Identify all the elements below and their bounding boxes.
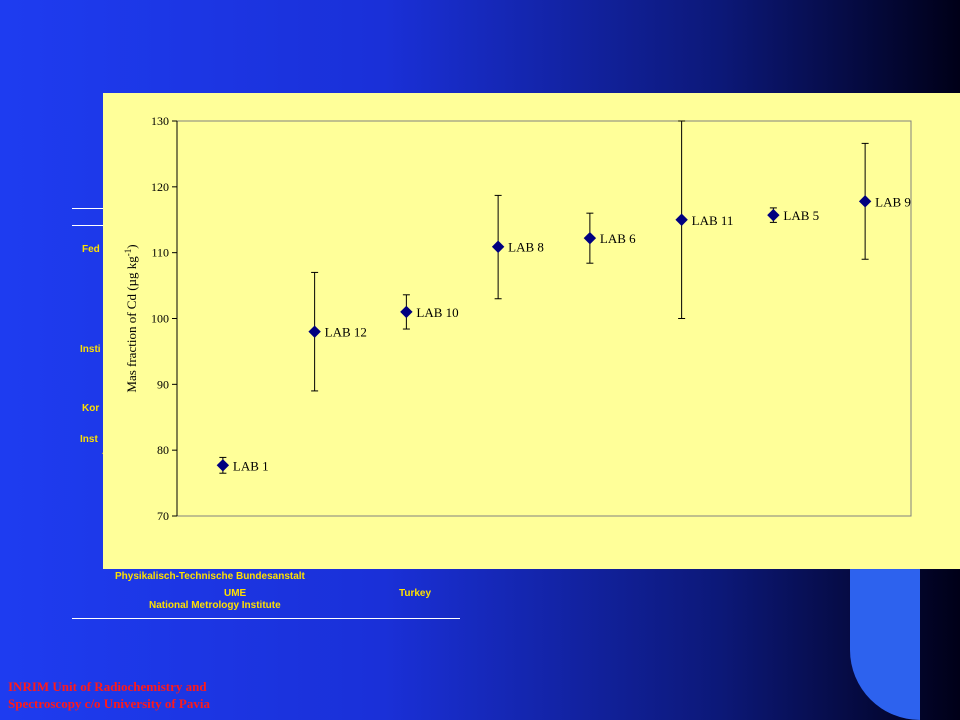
footer-line-1: INRIM Unit of Radiochemistry and bbox=[8, 679, 207, 694]
decorative-swoosh bbox=[850, 560, 920, 720]
data-point-label: LAB 10 bbox=[416, 305, 458, 320]
y-tick-label: 80 bbox=[157, 443, 169, 457]
y-tick-label: 110 bbox=[151, 246, 169, 260]
table-fragment: Kor bbox=[82, 403, 100, 414]
plot-frame bbox=[176, 120, 912, 517]
footer-institution: INRIM Unit of Radiochemistry and Spectro… bbox=[8, 678, 210, 712]
cd-mass-fraction-chart: 70 80 90 100 110 120 130 Mas fraction of Cd (µg… bbox=[123, 114, 912, 523]
y-tick-label: 70 bbox=[157, 509, 169, 523]
data-point-diamond bbox=[308, 325, 321, 338]
data-point-diamond bbox=[491, 240, 505, 253]
y-axis-title: Mas fraction of Cd (µg kg-1) bbox=[123, 244, 139, 392]
data-point-diamond bbox=[858, 195, 872, 208]
table-fragment: Turkey bbox=[399, 588, 432, 599]
footer-line-2: Spectroscopy c/o University of Pavia bbox=[8, 696, 210, 711]
data-point-label: LAB 1 bbox=[233, 458, 269, 473]
table-fragment: Inst bbox=[80, 434, 98, 445]
y-tick-label: 120 bbox=[151, 180, 169, 194]
data-point-diamond bbox=[675, 213, 688, 226]
table-fragment: Physikalisch-Technische Bundesanstalt bbox=[115, 571, 305, 582]
y-tick-label: 90 bbox=[157, 377, 169, 391]
data-point-label: LAB 9 bbox=[875, 194, 911, 209]
table-fragment: Insti bbox=[80, 344, 101, 355]
data-point-diamond bbox=[583, 231, 597, 245]
table-rule bbox=[72, 618, 460, 619]
y-tick-label: 130 bbox=[151, 114, 169, 128]
data-point-label: LAB 12 bbox=[325, 325, 367, 340]
table-fragment: UME bbox=[224, 588, 247, 599]
table-fragment: Fed bbox=[82, 244, 100, 255]
table-rule bbox=[72, 208, 112, 209]
y-tick-label: 100 bbox=[151, 312, 169, 326]
data-point-label: LAB 6 bbox=[600, 231, 636, 246]
data-point-diamond bbox=[767, 208, 780, 222]
data-point-diamond bbox=[216, 459, 230, 472]
data-point-label: LAB 8 bbox=[508, 240, 544, 255]
chart-panel: 70 80 90 100 110 120 130 Mas fraction of Cd (µg… bbox=[103, 93, 960, 569]
data-point-label: LAB 5 bbox=[783, 208, 819, 223]
table-fragment: National Metrology Institute bbox=[149, 600, 281, 611]
data-point-label: LAB 11 bbox=[692, 213, 734, 228]
data-point-diamond bbox=[400, 305, 413, 319]
